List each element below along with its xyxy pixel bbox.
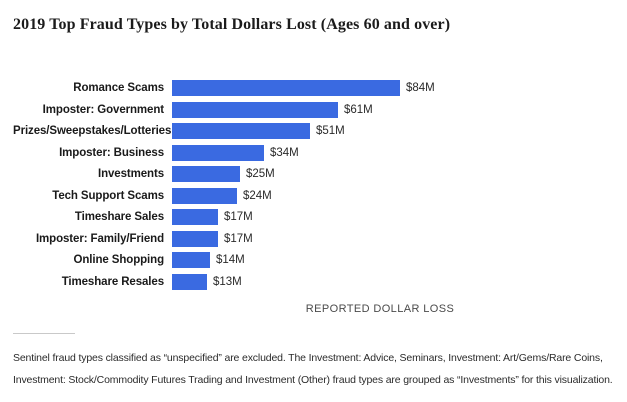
value-label: $24M: [243, 189, 272, 202]
footnote-text: Sentinel fraud types classified as “unsp…: [13, 351, 613, 386]
chart-row: Timeshare Resales $13M: [13, 273, 614, 290]
bar: [172, 80, 400, 96]
chart-row: Online Shopping $14M: [13, 252, 614, 268]
category-label: Timeshare Sales: [74, 211, 164, 223]
category-label: Imposter: Government: [42, 103, 164, 116]
bar: [172, 144, 264, 161]
bar: [172, 187, 237, 204]
chart-row: Imposter: Family/Friend $17M: [13, 230, 614, 247]
category-label: Investments: [97, 168, 164, 180]
chart-row: Prizes/Sweepstakes/Lotteries $51M: [13, 123, 614, 139]
value-label: $51M: [316, 125, 345, 137]
bar: [172, 166, 240, 182]
x-axis-label: REPORTED DOLLAR LOSS: [305, 302, 455, 315]
value-label: $14M: [216, 254, 245, 266]
chart-row: Investments $25M: [13, 166, 614, 182]
category-label: Tech Support Scams: [52, 189, 164, 202]
value-label: $25M: [246, 168, 275, 180]
value-label: $17M: [224, 232, 253, 245]
bar: [172, 252, 210, 268]
chart-row: Timeshare Sales $17M: [13, 209, 614, 225]
chart-row: Tech Support Scams $24M: [13, 187, 614, 204]
category-label: Imposter: Family/Friend: [35, 232, 164, 245]
chart-title: 2019 Top Fraud Types by Total Dollars Lo…: [13, 16, 451, 33]
bar: [172, 101, 338, 118]
chart-row: Imposter: Government $61M: [13, 101, 614, 118]
category-label: Timeshare Resales: [61, 275, 164, 288]
chart-row: Imposter: Business $34M: [13, 144, 614, 161]
footnote-divider: [13, 332, 75, 334]
chart-row: Romance Scams $84M: [13, 80, 614, 96]
value-label: $34M: [270, 146, 299, 159]
category-label: Online Shopping: [73, 254, 165, 266]
bar: [172, 123, 310, 139]
bar: [172, 230, 218, 247]
value-label: $17M: [224, 211, 253, 223]
bar: [172, 209, 218, 225]
bar-chart: Romance Scams $84M Imposter: Government $61…: [13, 80, 614, 290]
value-label: $84M: [406, 82, 435, 94]
category-label: Romance Scams: [73, 82, 164, 94]
bar: [172, 273, 207, 290]
value-label: $61M: [344, 103, 373, 116]
category-label: Imposter: Business: [59, 146, 164, 159]
value-label: $13M: [213, 275, 242, 288]
category-label: Prizes/Sweepstakes/Lotteries: [13, 125, 172, 137]
